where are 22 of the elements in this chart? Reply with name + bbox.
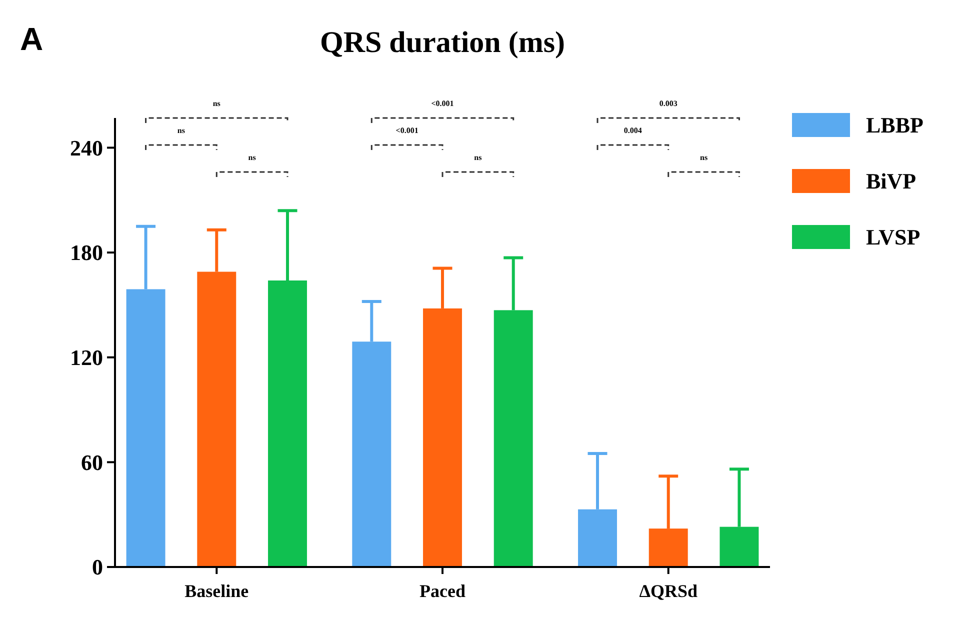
x-tick-label: ΔQRSd [639,581,698,601]
x-tick-label: Baseline [184,581,249,601]
text: 0.003 [659,99,678,108]
y-tick-label: 0 [92,554,103,580]
x-tick-label: Paced [420,581,466,601]
annotation: ns [700,153,708,162]
y-tick-label: 240 [70,135,103,160]
y-tick-label: 180 [70,240,103,266]
y-tick-label: 60 [81,450,103,475]
annotation: 0.004 [624,126,642,135]
text: ns [212,99,220,108]
text: <0.001 [431,99,454,108]
y-tick-label: 120 [70,345,103,370]
annotation: <0.001 [396,126,418,135]
legend-label: BiVP [866,168,916,194]
annotation: ns [474,153,482,162]
text: A [20,21,44,57]
chart-title: QRS duration (ms) [320,26,566,59]
legend-label: LBBP [866,112,924,138]
annotation: ns [248,153,256,162]
annotation: ns [177,126,185,135]
legend-label: LVSP [866,224,920,250]
